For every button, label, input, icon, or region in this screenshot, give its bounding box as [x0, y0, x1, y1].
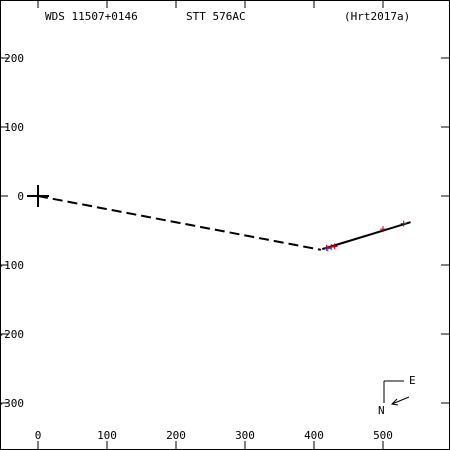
header-center: STT 576AC — [186, 10, 246, 23]
x-tick-label: 0 — [35, 429, 42, 442]
x-tick-label: 400 — [304, 429, 324, 442]
x-tick-label: 500 — [373, 429, 393, 442]
orbit-fit-line — [321, 221, 411, 251]
compass-east-label: E — [409, 374, 416, 387]
header-left: WDS 11507+0146 — [45, 10, 138, 23]
y-tick-label: 100 — [4, 121, 24, 134]
compass: E N — [378, 374, 416, 417]
dashed-connector-line — [37, 195, 322, 251]
x-tick-label: 200 — [166, 429, 186, 442]
compass-north-label: N — [378, 404, 385, 417]
y-tick-label: -100 — [0, 259, 24, 272]
header-right: (Hrt2017a) — [344, 10, 410, 23]
y-tick-label: 0 — [17, 190, 24, 203]
chart-marks — [27, 185, 411, 252]
y-tick-label: -200 — [0, 328, 24, 341]
x-tick-label: 100 — [97, 429, 117, 442]
y-tick-label: -300 — [0, 397, 24, 410]
compass-arrow — [391, 396, 410, 405]
y-tick-label: 200 — [4, 52, 24, 65]
compass-arrowhead — [390, 398, 399, 406]
tick-labels: 0 100 200 300 400 500 200 100 0 -100 -200 -300 — [0, 52, 393, 442]
x-tick-label: 300 — [235, 429, 255, 442]
